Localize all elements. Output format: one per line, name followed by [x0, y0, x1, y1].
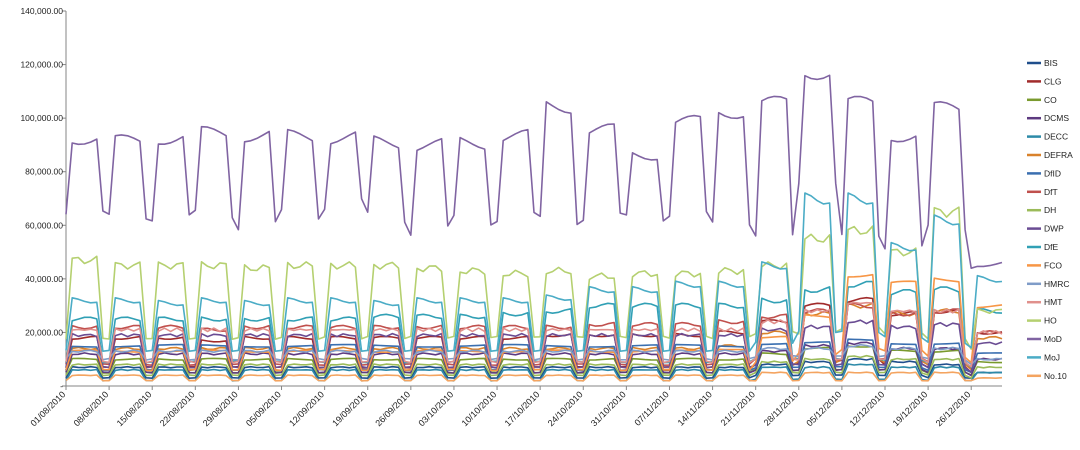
x-tick-label: 19/12/2010	[891, 389, 930, 428]
legend-label-ho: HO	[1044, 316, 1057, 326]
x-tick-label: 15/08/2010	[115, 389, 154, 428]
series-line-dh	[65, 354, 1003, 379]
plot-area	[65, 74, 1003, 382]
legend-label-dfid: DfID	[1044, 168, 1061, 178]
y-tick-label: -	[60, 381, 63, 391]
legend-label-defra: DEFRA	[1044, 150, 1073, 160]
legend-label-co: CO	[1044, 95, 1057, 105]
x-tick-label: 12/09/2010	[287, 389, 326, 428]
series-line-ho	[65, 206, 1003, 350]
x-tick-label: 21/11/2010	[719, 389, 757, 427]
legend-label-dh: DH	[1044, 205, 1056, 215]
legend-label-dfe: DfE	[1044, 242, 1059, 252]
y-tick-label: 140,000.00	[20, 6, 63, 16]
x-tick-label: 26/09/2010	[373, 389, 412, 428]
y-tick-label: 40,000.00	[25, 274, 63, 284]
legend-label-clg: CLG	[1044, 76, 1061, 86]
x-tick-label: 10/10/2010	[460, 389, 499, 428]
x-tick-label: 26/12/2010	[934, 389, 973, 428]
x-tick-label: 17/10/2010	[503, 389, 542, 428]
x-tick-label: 05/09/2010	[244, 389, 283, 428]
series-line-moj	[65, 192, 1003, 353]
legend-label-hmrc: HMRC	[1044, 279, 1070, 289]
series-line-hmt	[65, 301, 1003, 368]
x-tick-label: 31/10/2010	[589, 389, 628, 428]
y-tick-label: 100,000.00	[20, 113, 63, 123]
x-tick-label: 22/08/2010	[158, 389, 197, 428]
x-tick-label: 05/12/2010	[804, 389, 843, 428]
y-tick-label: 80,000.00	[25, 167, 63, 177]
x-tick-label: 01/08/2010	[28, 389, 67, 428]
series-line-dfe	[65, 280, 1003, 369]
series-line-dwp	[65, 319, 1003, 374]
legend-label-fco: FCO	[1044, 260, 1062, 270]
legend: BIS CLG CO DCMS DECC DEFRA DfID DfT DH DWP DfE FCO H…	[1027, 58, 1073, 381]
y-axis: - 20,000.00 40,000.00 60,000.00 80,000.00 100…	[20, 6, 67, 391]
x-tick-label: 29/08/2010	[201, 389, 240, 428]
x-tick-label: 19/09/2010	[330, 389, 369, 428]
series-line-bis	[65, 357, 1002, 380]
legend-label-no-10: No.10	[1044, 371, 1067, 381]
y-tick-label: 60,000.00	[25, 220, 63, 230]
legend-label-dwp: DWP	[1044, 224, 1064, 234]
x-axis: 01/08/2010 08/08/2010 15/08/2010 22/08/2010…	[28, 385, 1002, 428]
series-line-no-10	[65, 371, 1003, 382]
x-tick-label: 08/08/2010	[72, 389, 111, 428]
legend-label-bis: BIS	[1044, 58, 1058, 68]
legend-label-moj: MoJ	[1044, 352, 1060, 362]
y-tick-label: 20,000.00	[25, 327, 63, 337]
legend-label-decc: DECC	[1044, 132, 1068, 142]
x-tick-label: 24/10/2010	[546, 389, 585, 428]
x-tick-label: 14/11/2010	[676, 389, 714, 427]
legend-label-dcms: DCMS	[1044, 113, 1069, 123]
legend-label-dft: DfT	[1044, 187, 1058, 197]
x-tick-label: 28/11/2010	[762, 389, 800, 427]
legend-label-mod: MoD	[1044, 334, 1062, 344]
x-tick-label: 12/12/2010	[847, 389, 886, 428]
x-tick-label: 07/11/2010	[632, 389, 670, 427]
x-tick-label: 03/10/2010	[416, 389, 455, 428]
y-tick-label: 120,000.00	[20, 60, 63, 70]
series-line-mod	[65, 74, 1003, 270]
legend-label-hmt: HMT	[1044, 297, 1062, 307]
